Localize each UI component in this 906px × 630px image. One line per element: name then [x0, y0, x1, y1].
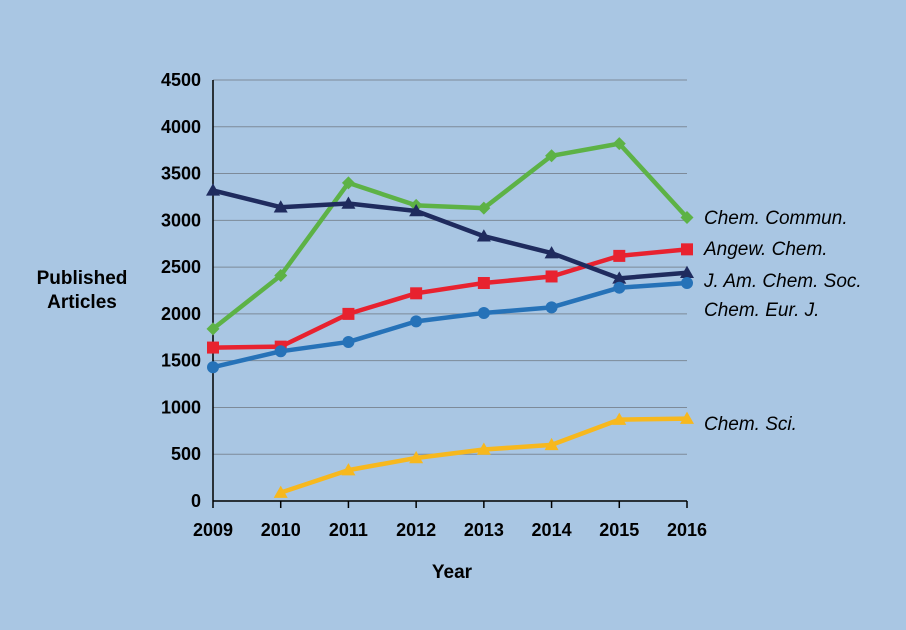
series-2-point-2009: [206, 183, 220, 196]
series-2-point-2010: [273, 200, 288, 213]
x-tick-label-2014: 2014: [532, 520, 572, 540]
series-0-point-2011: [341, 176, 355, 190]
series-1-point-2014: [545, 270, 558, 283]
series-4: [273, 411, 694, 498]
series-2-point-2011: [341, 196, 356, 209]
axes: 0 500 1000 1500 2000 2500 3000 3500 4000 4500 2009…: [161, 70, 707, 540]
x-axis-title: Year: [432, 562, 473, 583]
series-4-point-2013: [476, 442, 491, 455]
series-4-point-2010: [273, 485, 288, 498]
series-2-label: J. Am. Chem. Soc.: [703, 271, 862, 292]
y-tick-label-3000: 3000: [161, 210, 201, 230]
series: [206, 137, 694, 498]
series-4-point-2015: [612, 412, 627, 425]
series-0-point-2015: [612, 137, 626, 151]
series-3: [207, 277, 693, 374]
series-1-point-2011: [342, 307, 355, 320]
y-tick-label-1000: 1000: [161, 397, 201, 417]
series-4-point-2011: [341, 463, 356, 476]
series-2: [206, 183, 694, 284]
series-1-line: [210, 247, 690, 350]
series-0-point-2009: [206, 322, 220, 336]
y-tick-label-1500: 1500: [161, 351, 201, 371]
y-tick-label-4000: 4000: [161, 117, 201, 137]
series-3-point-2010: [274, 345, 287, 358]
series-3-point-2014: [545, 301, 558, 314]
x-tick-label-2013: 2013: [464, 520, 504, 540]
series-0-point-2016: [680, 211, 694, 225]
y-tick-label-500: 500: [171, 444, 201, 464]
series-1-label: Angew. Chem.: [703, 239, 828, 260]
series-1-point-2016: [681, 243, 693, 256]
series-4-line: [278, 416, 690, 495]
series-2-point-2014: [544, 246, 559, 259]
series-3-point-2011: [342, 335, 355, 348]
series-labels: Chem. Commun. Angew. Chem. J. Am. Chem. So…: [703, 208, 862, 435]
series-4-point-2016: [680, 411, 694, 424]
y-tick-label-2000: 2000: [161, 304, 201, 324]
y-tick-label-0: 0: [191, 491, 201, 511]
series-3-point-2012: [410, 315, 423, 328]
series-3-line: [210, 280, 690, 370]
series-3-point-2009: [207, 361, 219, 374]
x-tick-label-2009: 2009: [193, 520, 233, 540]
x-tick-label-2011: 2011: [329, 520, 368, 540]
series-2-line: [210, 188, 690, 281]
series-2-point-2012: [409, 203, 424, 217]
y-axis-title-line-2: Articles: [47, 292, 117, 313]
series-2-point-2016: [680, 265, 694, 278]
x-tick-label-2010: 2010: [261, 520, 301, 540]
y-tick-label-2500: 2500: [161, 257, 201, 277]
series-1-point-2009: [207, 341, 219, 354]
series-1-point-2012: [410, 287, 423, 300]
series-3-point-2016: [681, 277, 693, 290]
gridlines: [213, 79, 687, 455]
series-4-point-2014: [544, 437, 559, 451]
series-4-point-2012: [409, 450, 424, 464]
series-1: [207, 243, 693, 354]
series-3-label: Chem. Eur. J.: [704, 300, 819, 321]
series-0: [206, 137, 694, 336]
series-0-point-2013: [477, 201, 491, 215]
series-0-point-2014: [545, 149, 559, 163]
series-3-point-2013: [477, 306, 490, 319]
x-tick-label-2012: 2012: [396, 520, 436, 540]
x-tick-label-2015: 2015: [599, 520, 639, 540]
y-axis-title-line-1: Published: [37, 268, 128, 289]
y-tick-label-3500: 3500: [161, 164, 201, 184]
series-2-point-2013: [476, 229, 491, 242]
y-tick-label-4500: 4500: [161, 70, 201, 90]
series-0-line: [210, 141, 690, 332]
x-tick-label-2016: 2016: [667, 520, 707, 540]
series-3-point-2015: [613, 281, 626, 294]
series-4-label: Chem. Sci.: [704, 414, 797, 435]
series-1-point-2013: [477, 277, 490, 290]
series-1-point-2015: [613, 249, 626, 262]
series-0-point-2010: [274, 269, 288, 283]
series-2-point-2015: [612, 271, 627, 284]
series-0-label: Chem. Commun.: [704, 208, 848, 229]
